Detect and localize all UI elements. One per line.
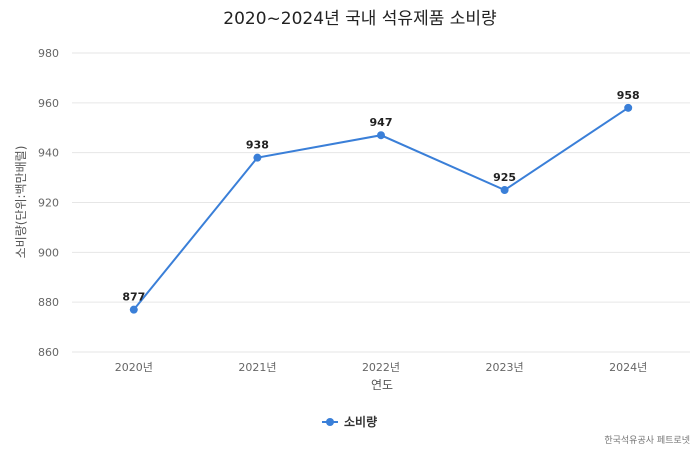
data-point[interactable]: [624, 103, 633, 112]
legend-label: 소비량: [344, 414, 377, 429]
data-labels: 877 938 947 925 958: [122, 89, 639, 304]
data-point[interactable]: [500, 186, 509, 195]
x-tick-label: 2024년: [609, 361, 647, 374]
legend-dot-marker: [326, 418, 334, 426]
x-axis-ticks: 2020년 2021년 2022년 2023년 2024년: [115, 361, 648, 374]
legend[interactable]: 소비량: [322, 414, 377, 429]
chart-title: 2020~2024년 국내 석유제품 소비량: [223, 9, 497, 29]
y-tick-label: 860: [38, 346, 59, 359]
data-point[interactable]: [253, 153, 262, 162]
data-label: 925: [493, 171, 516, 184]
x-tick-label: 2021년: [238, 361, 276, 374]
data-label: 938: [246, 139, 269, 152]
data-label: 958: [617, 89, 640, 102]
y-tick-label: 900: [38, 246, 59, 259]
y-tick-label: 960: [38, 97, 59, 110]
source-note: 한국석유공사 페트로넷: [604, 435, 690, 446]
data-point[interactable]: [377, 131, 385, 140]
x-tick-label: 2020년: [115, 361, 153, 374]
y-tick-label: 980: [38, 47, 59, 60]
x-axis-title: 연도: [371, 378, 393, 392]
data-label: 947: [370, 116, 393, 129]
data-point[interactable]: [129, 305, 138, 314]
grid-lines: [72, 52, 690, 353]
y-tick-label: 940: [38, 147, 59, 160]
y-tick-label: 920: [38, 197, 59, 210]
y-axis-title: 소비량(단위:백만배럴): [14, 146, 28, 259]
x-tick-label: 2022년: [362, 361, 400, 374]
y-tick-label: 880: [38, 296, 59, 309]
x-tick-label: 2023년: [486, 361, 524, 374]
series-layer: [129, 103, 633, 314]
data-label: 877: [122, 291, 145, 304]
y-axis-ticks: 860 880 900 920 940 960 980: [38, 47, 59, 359]
